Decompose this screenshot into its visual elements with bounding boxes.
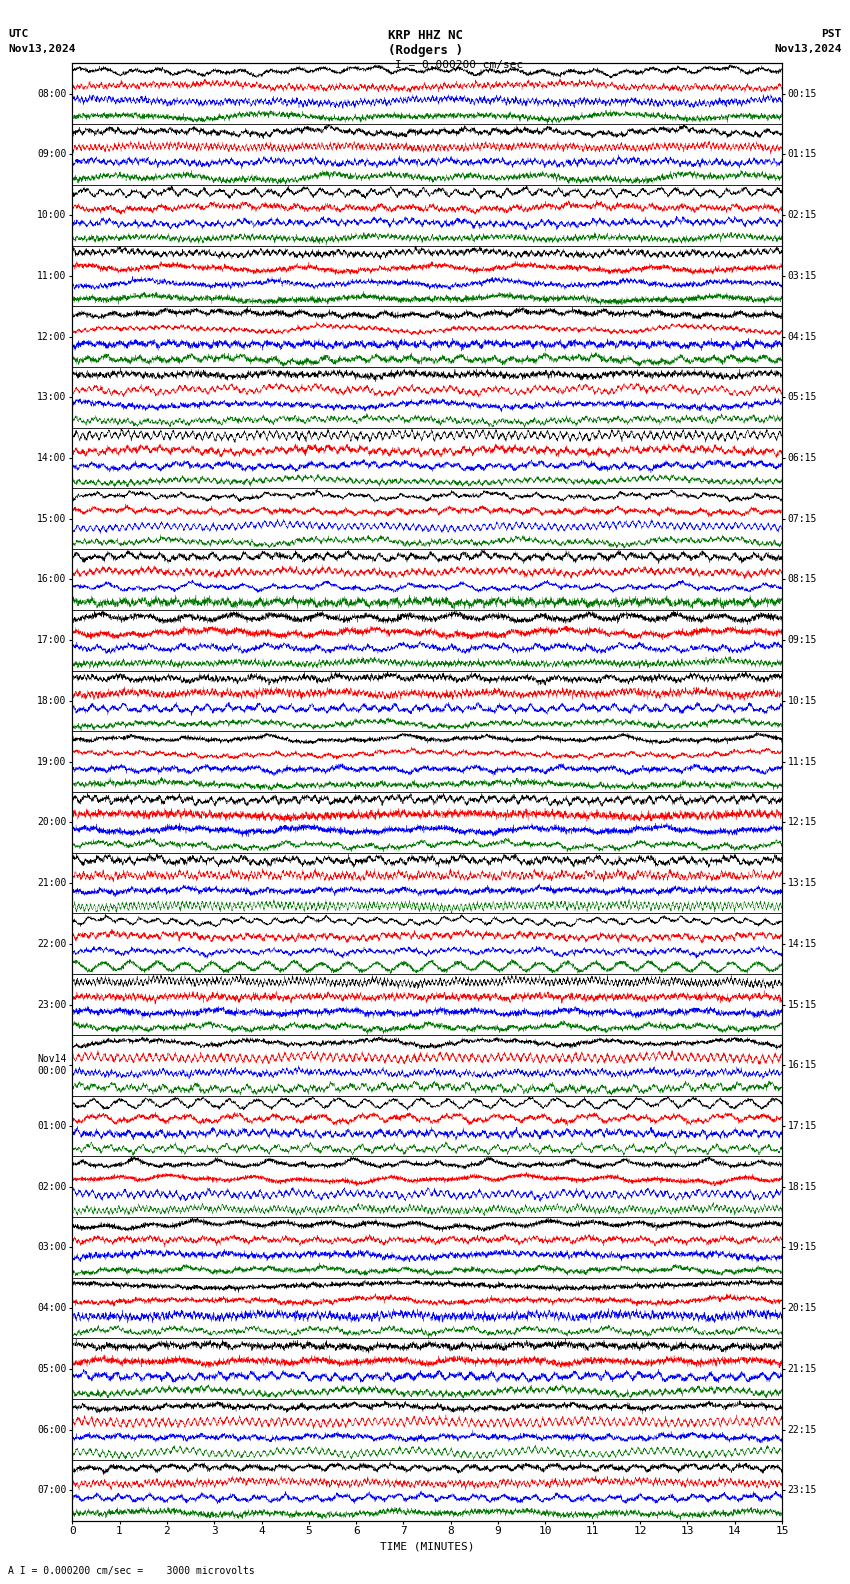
X-axis label: TIME (MINUTES): TIME (MINUTES): [380, 1541, 474, 1552]
Text: (Rodgers ): (Rodgers ): [388, 44, 462, 57]
Text: Nov13,2024: Nov13,2024: [8, 44, 76, 54]
Text: A I = 0.000200 cm/sec =    3000 microvolts: A I = 0.000200 cm/sec = 3000 microvolts: [8, 1567, 255, 1576]
Text: PST: PST: [821, 29, 842, 38]
Text: UTC: UTC: [8, 29, 29, 38]
Text: I = 0.000200 cm/sec: I = 0.000200 cm/sec: [395, 60, 524, 70]
Text: KRP HHZ NC: KRP HHZ NC: [388, 29, 462, 41]
Text: Nov13,2024: Nov13,2024: [774, 44, 842, 54]
